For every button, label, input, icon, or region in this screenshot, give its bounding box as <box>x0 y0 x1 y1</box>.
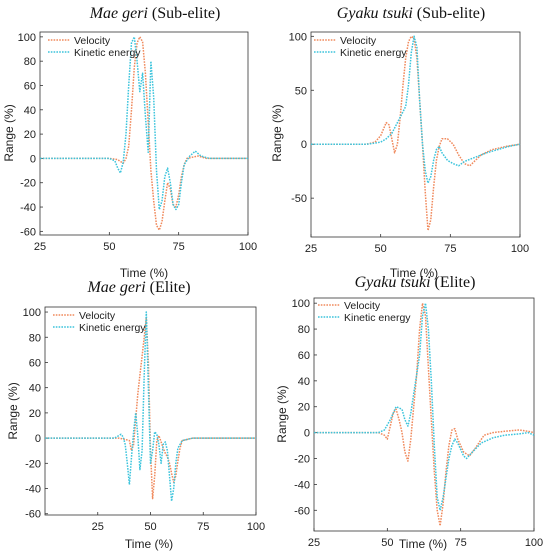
x-tick-label: 25 <box>305 243 317 255</box>
chart-title-italic: Gyaku tsuki <box>355 274 431 291</box>
chart-title-rest: (Sub-elite) <box>413 5 485 22</box>
chart-title: Mae geri (Elite) <box>86 279 190 296</box>
y-tick-label: -40 <box>25 484 41 496</box>
y-tick-label: 100 <box>23 307 41 319</box>
chart-title: Gyaku tsuki (Elite) <box>355 274 476 291</box>
y-tick-label: -60 <box>294 505 310 517</box>
legend-label: Velocity <box>79 310 116 322</box>
x-tick-label: 100 <box>239 241 257 253</box>
x-tick-label: 25 <box>308 537 320 549</box>
chart-title: Gyaku tsuki (Sub-elite) <box>337 5 485 22</box>
plot-frame <box>44 306 257 516</box>
y-axis-label: Range (%) <box>6 382 20 439</box>
y-tick-label: 20 <box>298 402 310 414</box>
y-tick-label: -50 <box>291 193 307 205</box>
x-axis-label: Time (%) <box>399 537 447 551</box>
legend-label: Kinetic energy <box>74 47 141 59</box>
x-axis-label: Time (%) <box>120 266 168 280</box>
legend-label: Kinetic energy <box>344 312 411 324</box>
x-tick-label: 50 <box>144 521 156 533</box>
x-tick-label: 25 <box>92 521 104 533</box>
chart-title-rest: (Elite) <box>431 274 476 291</box>
y-tick-label: 80 <box>24 56 36 68</box>
y-tick-label: -60 <box>25 509 41 521</box>
y-tick-label: 20 <box>24 129 36 141</box>
y-tick-label: 60 <box>298 350 310 362</box>
y-tick-label: -40 <box>20 202 36 214</box>
y-tick-label: 20 <box>29 408 41 420</box>
y-tick-label: 50 <box>295 85 307 97</box>
x-tick-label: 25 <box>34 241 46 253</box>
plot-frame <box>310 31 521 238</box>
x-tick-label: 100 <box>511 243 529 255</box>
panel-mae-geri-elite: Mae geri (Elite) Time (%) Range (%) 25 50 75 1… <box>6 279 265 551</box>
x-axis-label: Time (%) <box>390 266 438 280</box>
legend-label: Velocity <box>74 35 111 47</box>
chart-title-italic: Gyaku tsuki <box>337 5 413 22</box>
legend-label: Velocity <box>344 300 381 312</box>
panel-gyaku-tsuki-sub-elite: Gyaku tsuki (Sub-elite) Time (%) Range (%)… <box>270 5 529 280</box>
y-tick-label: 0 <box>30 153 36 165</box>
y-axis-label: Range (%) <box>270 104 284 161</box>
panel-gyaku-tsuki-elite: Gyaku tsuki (Elite) Time (%) Range (%) 25 50… <box>275 274 543 551</box>
series-line-velocity <box>311 35 521 232</box>
series-line-kinetic-energy <box>311 35 521 184</box>
plot-frame <box>39 31 249 236</box>
series-line-kinetic-energy <box>314 302 535 512</box>
series-line-velocity <box>40 36 248 231</box>
chart-title-rest: (Sub-elite) <box>148 5 220 22</box>
y-tick-label: 40 <box>298 376 310 388</box>
x-tick-label: 75 <box>455 537 467 549</box>
y-tick-label: 100 <box>289 31 307 43</box>
chart-title: Mae geri (Sub-elite) <box>89 5 221 22</box>
y-axis-label: Range (%) <box>275 385 289 442</box>
chart-title-italic: Mae geri <box>86 279 145 296</box>
legend-label: Velocity <box>340 35 377 47</box>
y-tick-label: -60 <box>20 226 36 238</box>
x-tick-label: 75 <box>197 521 209 533</box>
y-tick-label: -20 <box>25 458 41 470</box>
y-tick-label: 80 <box>298 324 310 336</box>
y-tick-label: 100 <box>18 32 36 44</box>
y-tick-label: 0 <box>304 428 310 440</box>
x-tick-label: 75 <box>444 243 456 255</box>
y-tick-label: 80 <box>29 332 41 344</box>
y-tick-label: 100 <box>292 298 310 310</box>
legend-label: Kinetic energy <box>340 47 407 59</box>
chart-title-italic: Mae geri <box>89 5 148 22</box>
y-tick-label: -40 <box>294 479 310 491</box>
x-tick-label: 50 <box>381 537 393 549</box>
y-axis-label: Range (%) <box>2 104 16 161</box>
plot-frame <box>313 297 535 532</box>
series-line-velocity <box>314 302 535 527</box>
y-tick-label: 0 <box>301 139 307 151</box>
y-tick-label: 0 <box>35 433 41 445</box>
legend-label: Kinetic energy <box>79 322 146 334</box>
y-tick-label: 60 <box>29 357 41 369</box>
y-tick-label: 60 <box>24 80 36 92</box>
y-tick-label: -20 <box>20 178 36 190</box>
series-line-kinetic-energy <box>45 311 256 502</box>
y-tick-label: -20 <box>294 454 310 466</box>
chart-title-rest: (Elite) <box>146 279 191 296</box>
x-axis-label: Time (%) <box>125 537 173 551</box>
y-tick-label: 40 <box>24 105 36 117</box>
x-tick-label: 50 <box>103 241 115 253</box>
series-line-velocity <box>45 317 256 500</box>
x-tick-label: 100 <box>525 537 543 549</box>
series-line-kinetic-energy <box>40 36 248 211</box>
x-tick-label: 100 <box>247 521 265 533</box>
y-tick-label: 40 <box>29 383 41 395</box>
x-tick-label: 75 <box>173 241 185 253</box>
x-tick-label: 50 <box>375 243 387 255</box>
panel-mae-geri-sub-elite: Mae geri (Sub-elite) Time (%) Range (%) 25 5… <box>2 5 257 280</box>
